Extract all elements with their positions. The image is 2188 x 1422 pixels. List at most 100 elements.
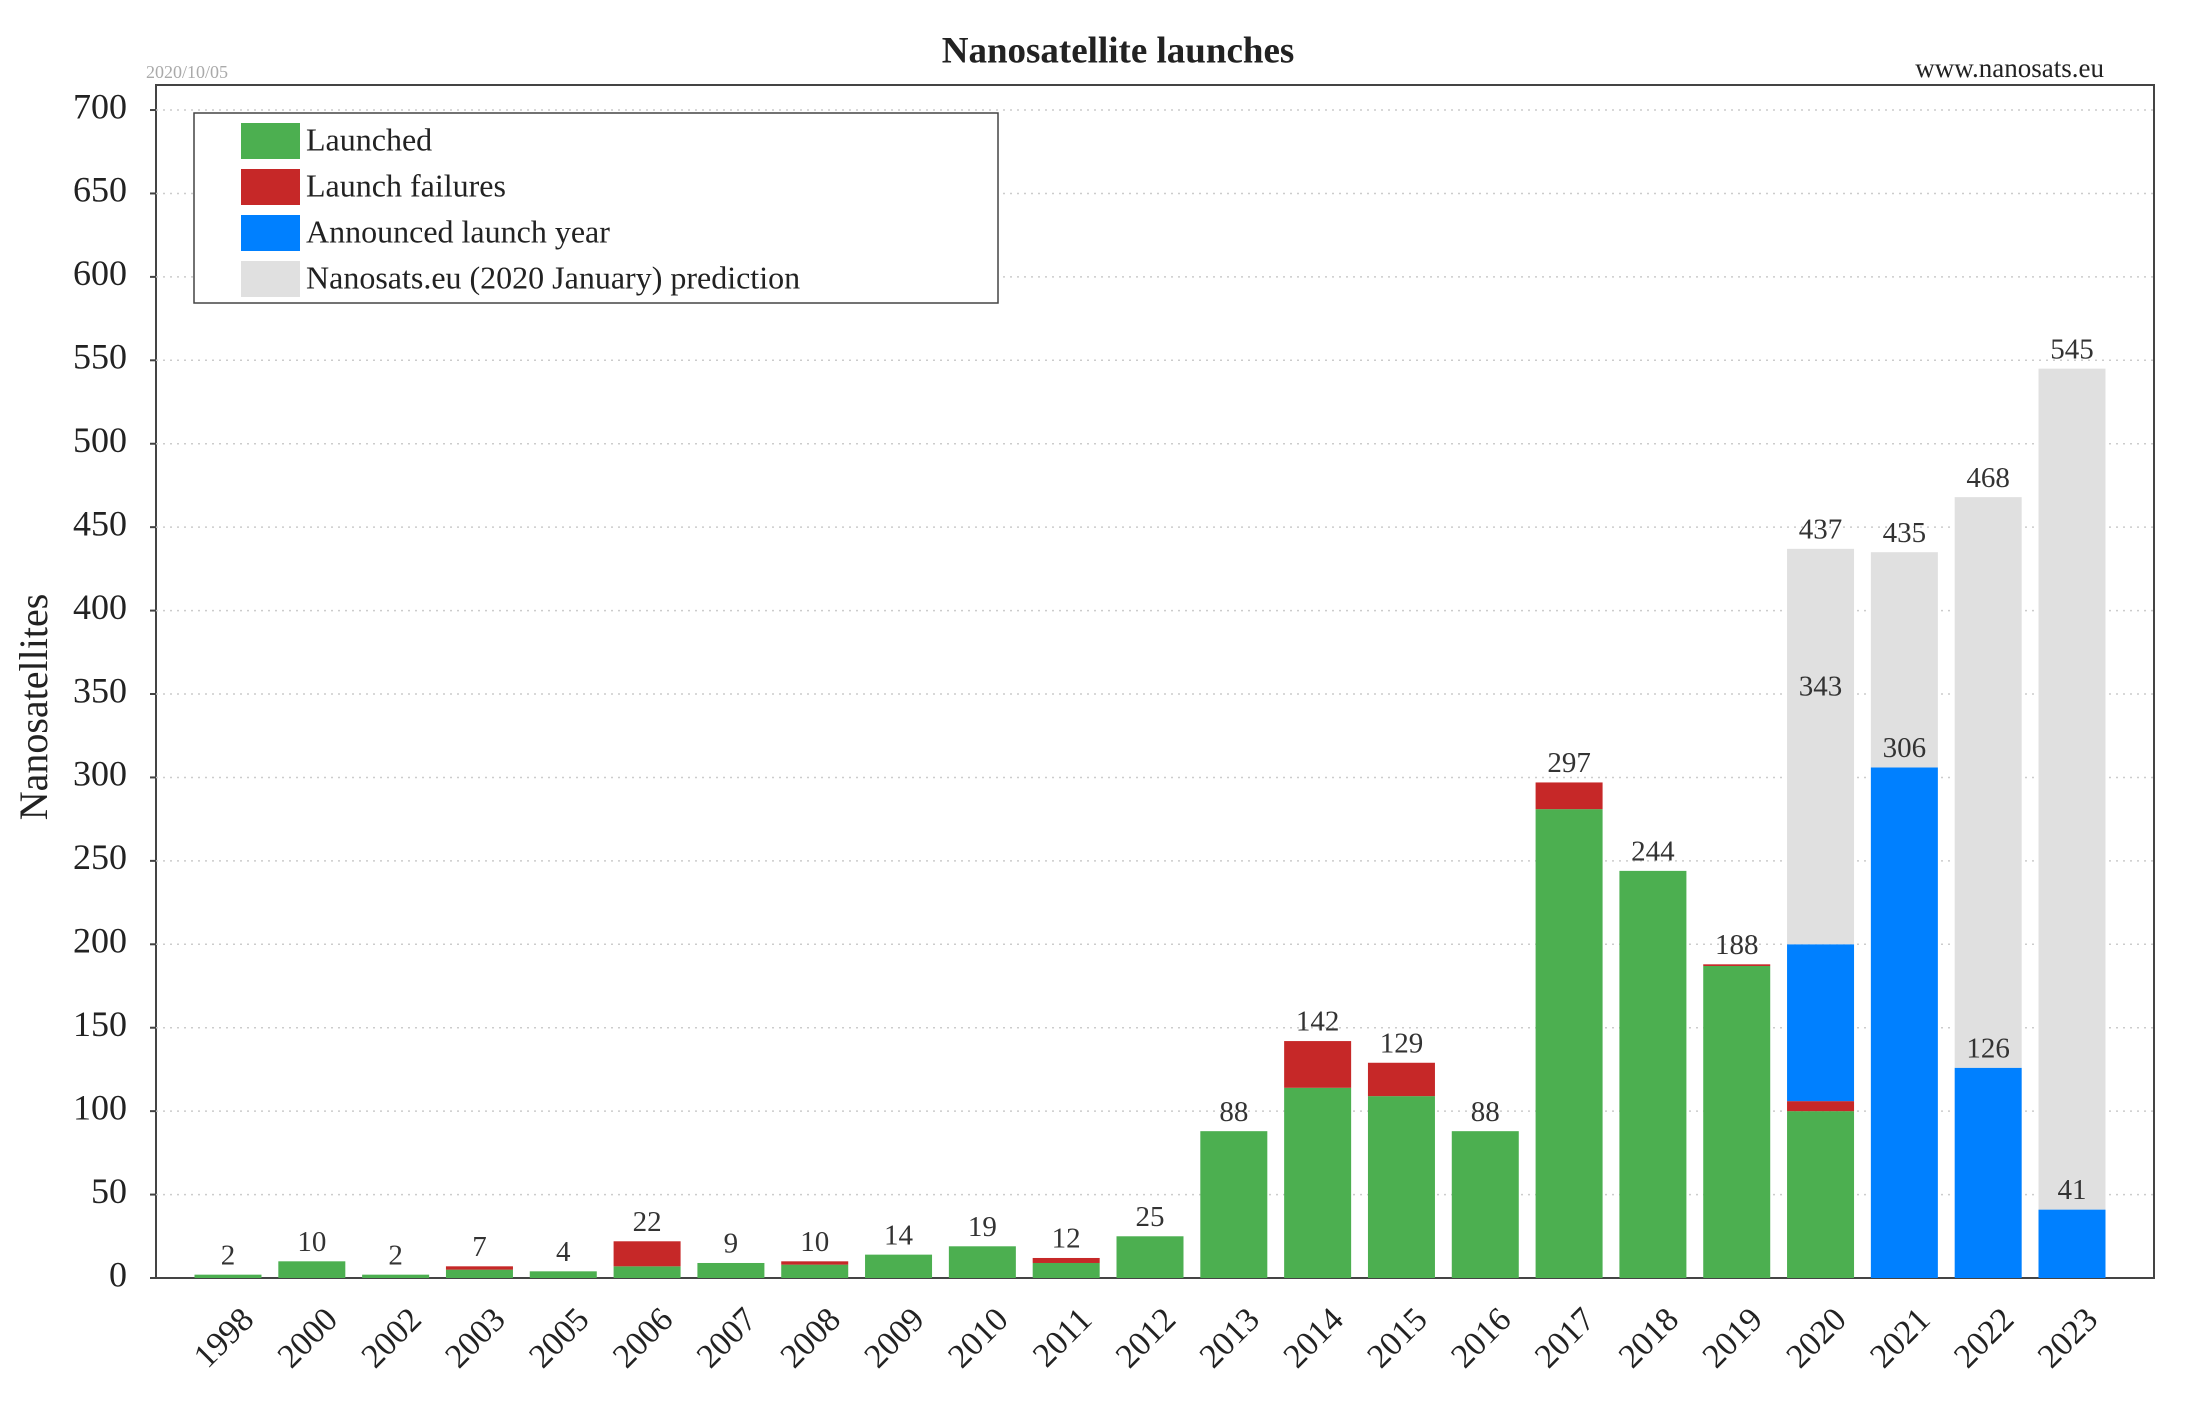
x-tick-label: 2022 [1947, 1301, 2021, 1375]
x-tick-label: 2010 [941, 1301, 1015, 1375]
x-tick-label: 2003 [438, 1301, 512, 1375]
bar-segment [1787, 1111, 1855, 1278]
legend-swatch [241, 215, 300, 251]
y-axis-label: Nanosatellites [11, 594, 56, 821]
x-tick-label: 2017 [1528, 1301, 1602, 1375]
x-tick-label: 2006 [606, 1301, 680, 1375]
bar-segment [1535, 809, 1603, 1278]
y-tick-label: 250 [73, 837, 127, 877]
bar-segment [1284, 1041, 1352, 1088]
bar-segment [613, 1241, 681, 1267]
bar-segment [697, 1262, 765, 1278]
total-label: 88 [1219, 1096, 1248, 1128]
legend-label: Announced launch year [306, 213, 610, 249]
x-tick-label: 2021 [1863, 1301, 1937, 1375]
total-label: 12 [1052, 1223, 1081, 1255]
bar-segment [1703, 964, 1771, 966]
x-tick-label: 2009 [857, 1301, 931, 1375]
x-tick-label: 2020 [1779, 1301, 1853, 1375]
total-label: 25 [1136, 1201, 1165, 1233]
y-tick-label: 50 [91, 1171, 127, 1211]
total-label: 244 [1631, 836, 1675, 868]
bar-segment [1787, 1101, 1855, 1112]
x-tick-label: 2015 [1360, 1301, 1434, 1375]
bar-segment [865, 1254, 933, 1278]
x-tick-label: 2002 [355, 1301, 429, 1375]
inner-label: 306 [1883, 732, 1927, 764]
total-label: 88 [1471, 1096, 1500, 1128]
x-tick-label: 2011 [1026, 1301, 1099, 1374]
total-label: 9 [724, 1228, 739, 1260]
legend-label: Launched [306, 121, 432, 157]
total-label: 19 [968, 1211, 997, 1243]
chart-title: Nanosatellite launches [942, 30, 1295, 71]
bar-segment [1619, 870, 1687, 1278]
date: 2020/10/05 [146, 62, 228, 82]
y-tick-label: 0 [109, 1254, 127, 1294]
bar-segment [1535, 782, 1603, 810]
bar-segment [362, 1274, 430, 1278]
x-tick-label: 2018 [1612, 1301, 1686, 1375]
total-label: 7 [472, 1231, 487, 1263]
x-tick-label: 2013 [1193, 1301, 1267, 1375]
bar-segment [529, 1271, 597, 1278]
legend-swatch [241, 261, 300, 297]
total-label: 437 [1799, 514, 1843, 546]
x-tick-label: 2023 [2031, 1301, 2105, 1375]
total-label: 2 [388, 1239, 403, 1271]
y-tick-label: 700 [73, 86, 127, 126]
inner-label: 126 [1966, 1032, 2010, 1064]
bar-segment [1367, 1062, 1435, 1097]
y-tick-label: 600 [73, 253, 127, 293]
inner-label: 343 [1799, 670, 1843, 702]
x-tick-label: 2016 [1444, 1301, 1518, 1375]
legend-label: Nanosats.eu (2020 January) prediction [306, 259, 800, 295]
bar-segment [1367, 1096, 1435, 1278]
total-label: 297 [1547, 747, 1591, 779]
x-tick-label: 2000 [271, 1301, 345, 1375]
total-label: 10 [297, 1226, 326, 1258]
bar-segment [1032, 1262, 1100, 1278]
bar-segment [1870, 767, 1938, 1278]
bar-segment [1703, 965, 1771, 1278]
y-tick-label: 400 [73, 587, 127, 627]
y-tick-label: 650 [73, 170, 127, 210]
bar-segment [2038, 1209, 2106, 1278]
total-label: 2 [221, 1239, 236, 1271]
y-tick-label: 550 [73, 337, 127, 377]
x-tick-label: 2008 [774, 1301, 848, 1375]
bar-segment [278, 1261, 346, 1278]
bar-segment [1787, 548, 1855, 945]
x-tick-label: 1998 [187, 1301, 261, 1375]
bar-segment [1116, 1236, 1184, 1278]
bar-segment [445, 1266, 513, 1270]
bar-segment [194, 1274, 262, 1278]
y-tick-label: 150 [73, 1004, 127, 1044]
total-label: 10 [800, 1226, 829, 1258]
legend-swatch [241, 169, 300, 205]
x-tick-label: 2007 [690, 1301, 764, 1375]
total-label: 188 [1715, 929, 1759, 961]
bar-segment [1284, 1087, 1352, 1278]
total-label: 22 [633, 1206, 662, 1238]
total-label: 435 [1883, 517, 1927, 549]
y-tick-label: 500 [73, 420, 127, 460]
total-label: 142 [1296, 1006, 1340, 1038]
y-tick-label: 450 [73, 503, 127, 543]
bar-segment [1787, 944, 1855, 1102]
x-tick-label: 2005 [522, 1301, 596, 1375]
bar-segment [1032, 1257, 1100, 1263]
bar-segment [1954, 497, 2022, 1068]
legend-box [193, 112, 999, 304]
x-tick-label: 2012 [1109, 1301, 1183, 1375]
total-label: 545 [2050, 333, 2094, 365]
total-label: 129 [1380, 1027, 1424, 1059]
bar-segment [1200, 1131, 1268, 1278]
source: www.nanosats.eu [1915, 53, 2104, 83]
inner-label: 41 [2058, 1174, 2087, 1206]
bar-segment [781, 1261, 849, 1265]
bar-segment [1451, 1131, 1519, 1278]
bar-segment [1870, 552, 1938, 768]
bar-segment [2038, 368, 2106, 1210]
